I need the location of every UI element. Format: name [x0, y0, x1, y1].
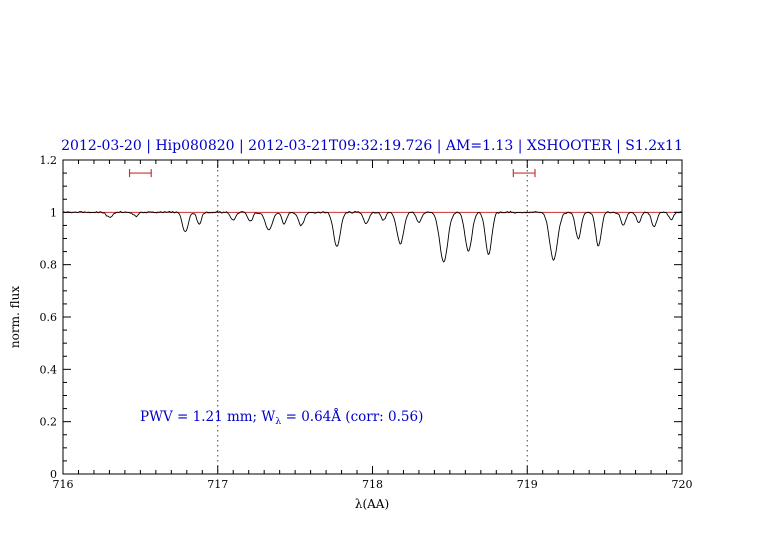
x-tick-label: 719 [517, 478, 538, 491]
x-tick-label: 718 [362, 478, 383, 491]
telluric-marker [512, 169, 536, 178]
x-tick-label: 717 [207, 478, 228, 491]
y-tick-label: 1 [50, 206, 57, 219]
y-tick-label: 0.6 [40, 311, 58, 324]
pwv-annotation-suffix: = 0.64Å (corr: 0.56) [281, 409, 423, 425]
pwv-annotation-prefix: PWV = 1.21 mm; W [140, 409, 275, 425]
telluric-marker [128, 169, 152, 178]
y-tick-label: 0.2 [40, 416, 58, 429]
y-tick-label: 1.2 [40, 154, 58, 167]
guide-lines-layer [217, 160, 528, 474]
telluric-marker-layer [128, 169, 536, 178]
y-axis-label: norm. flux [8, 286, 22, 348]
x-tick-label: 720 [672, 478, 693, 491]
axes-layer [62, 159, 683, 475]
tick-label-layer: 716 717 718 719 720 0 0.2 0.4 0.6 0.8 1 1.2 [40, 154, 693, 491]
y-tick-label: 0.8 [40, 259, 58, 272]
x-tick-label: 716 [53, 478, 74, 491]
spectrum-data-layer [62, 210, 682, 263]
y-tick-label: 0.4 [40, 363, 58, 376]
pwv-annotation-lambda-subscript: λ [275, 416, 281, 427]
pwv-annotation: PWV = 1.21 mm; Wλ = 0.64Å (corr: 0.56) [140, 409, 423, 427]
x-axis-label: λ(AA) [355, 497, 389, 511]
y-tick-label: 0 [50, 468, 57, 481]
plot-title: 2012-03-20 | Hip080820 | 2012-03-21T09:3… [61, 138, 683, 154]
